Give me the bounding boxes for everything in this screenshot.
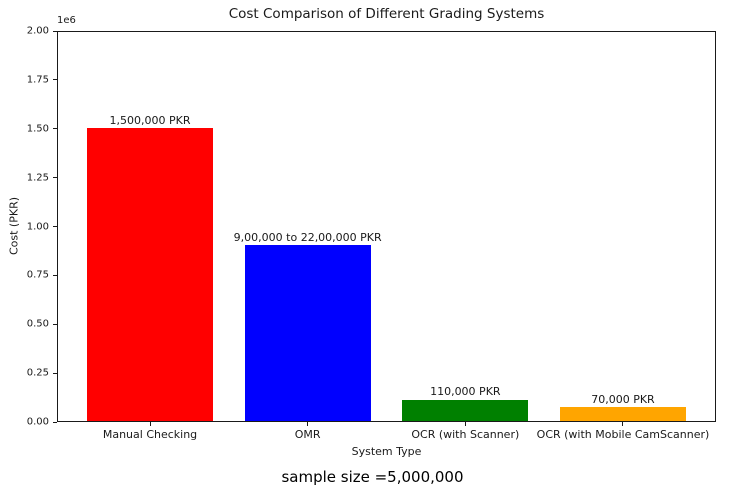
y-tick-mark — [53, 226, 57, 227]
x-tick-label: OMR — [294, 428, 321, 441]
x-tick-mark — [464, 422, 466, 426]
bar — [244, 245, 371, 421]
bar-value-label: 70,000 PKR — [591, 393, 655, 407]
y-axis-label: Cost (PKR) — [7, 196, 21, 256]
plot-area: 1,500,000 PKR 9,00,000 to 22,00,000 PKR 11… — [57, 31, 716, 422]
y-tick-mark — [53, 30, 57, 32]
bar-value-label: 1,500,000 PKR — [109, 113, 191, 127]
x-tick-label: Manual Checking — [102, 428, 198, 441]
x-tick-mark — [149, 422, 151, 426]
x-axis-label: System Type — [351, 445, 422, 458]
bar-value-label: 110,000 PKR — [430, 385, 501, 399]
y-tick-label: 0.25 — [26, 367, 49, 379]
y-tick-mark — [53, 177, 57, 179]
y-tick-label: 0.75 — [26, 269, 49, 281]
x-tick-label: OCR (with Mobile CamScanner) — [536, 428, 710, 441]
bar — [86, 127, 214, 421]
y-tick-label: 0.00 — [26, 416, 49, 428]
y-tick-mark — [53, 128, 57, 130]
sample-size-note: sample size =5,000,000 — [281, 468, 464, 486]
y-tick-label: 1.00 — [26, 221, 49, 232]
y-axis-offset-label: 1e6 — [57, 15, 76, 26]
y-tick-mark — [53, 274, 57, 276]
y-tick-mark — [53, 372, 57, 374]
y-tick-label: 1.25 — [26, 172, 49, 184]
bar-value-label: 9,00,000 to 22,00,000 PKR — [233, 231, 382, 245]
bar — [559, 407, 687, 421]
chart-title: Cost Comparison of Different Grading Sys… — [228, 6, 545, 22]
y-tick-label: 1.75 — [26, 74, 49, 86]
y-tick-label: 0.50 — [26, 318, 49, 330]
y-tick-mark — [53, 421, 57, 423]
x-tick-mark — [307, 422, 309, 426]
y-tick-label: 2.00 — [26, 25, 49, 37]
bar — [402, 399, 529, 421]
x-tick-mark — [622, 422, 624, 426]
y-tick-mark — [53, 79, 57, 81]
x-tick-label: OCR (with Scanner) — [411, 428, 520, 441]
y-tick-label: 1.50 — [26, 123, 49, 135]
y-tick-mark — [53, 323, 57, 325]
